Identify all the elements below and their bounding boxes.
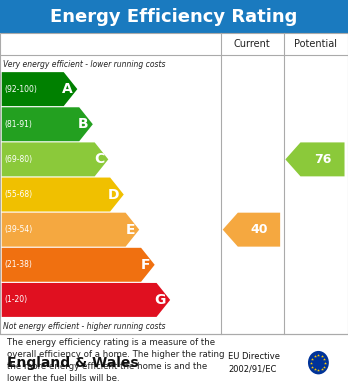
Text: 40: 40 [250, 223, 268, 236]
Bar [0, 334, 348, 391]
Polygon shape [2, 248, 155, 282]
Polygon shape [2, 142, 108, 176]
Polygon shape [223, 213, 280, 247]
Text: F: F [141, 258, 150, 272]
Text: A: A [62, 82, 73, 96]
Circle shape [308, 351, 329, 375]
Text: Energy Efficiency Rating: Energy Efficiency Rating [50, 7, 298, 26]
Text: (21-38): (21-38) [4, 260, 32, 269]
Text: (55-68): (55-68) [4, 190, 32, 199]
Text: D: D [108, 188, 120, 201]
Polygon shape [2, 178, 124, 212]
Polygon shape [2, 107, 93, 141]
Text: England & Wales: England & Wales [7, 356, 139, 369]
Text: Not energy efficient - higher running costs: Not energy efficient - higher running co… [3, 322, 166, 332]
Bar [0, 33, 348, 334]
Text: (1-20): (1-20) [4, 296, 27, 305]
Text: E: E [126, 222, 135, 237]
Text: (39-54): (39-54) [4, 225, 32, 234]
Text: B: B [78, 117, 89, 131]
Bar [0, 0, 348, 33]
Polygon shape [2, 283, 170, 317]
Polygon shape [285, 142, 345, 176]
Text: 76: 76 [314, 153, 331, 166]
Polygon shape [2, 213, 139, 247]
Text: Current: Current [234, 39, 271, 49]
Text: (69-80): (69-80) [4, 155, 32, 164]
Text: Potential: Potential [294, 39, 337, 49]
Text: The energy efficiency rating is a measure of the
overall efficiency of a home. T: The energy efficiency rating is a measur… [7, 338, 224, 383]
Text: C: C [94, 152, 104, 167]
Text: (81-91): (81-91) [4, 120, 32, 129]
Text: EU Directive
2002/91/EC: EU Directive 2002/91/EC [228, 352, 280, 373]
Polygon shape [2, 72, 77, 106]
Text: Very energy efficient - lower running costs: Very energy efficient - lower running co… [3, 59, 166, 69]
Text: G: G [155, 293, 166, 307]
Text: (92-100): (92-100) [4, 84, 37, 93]
